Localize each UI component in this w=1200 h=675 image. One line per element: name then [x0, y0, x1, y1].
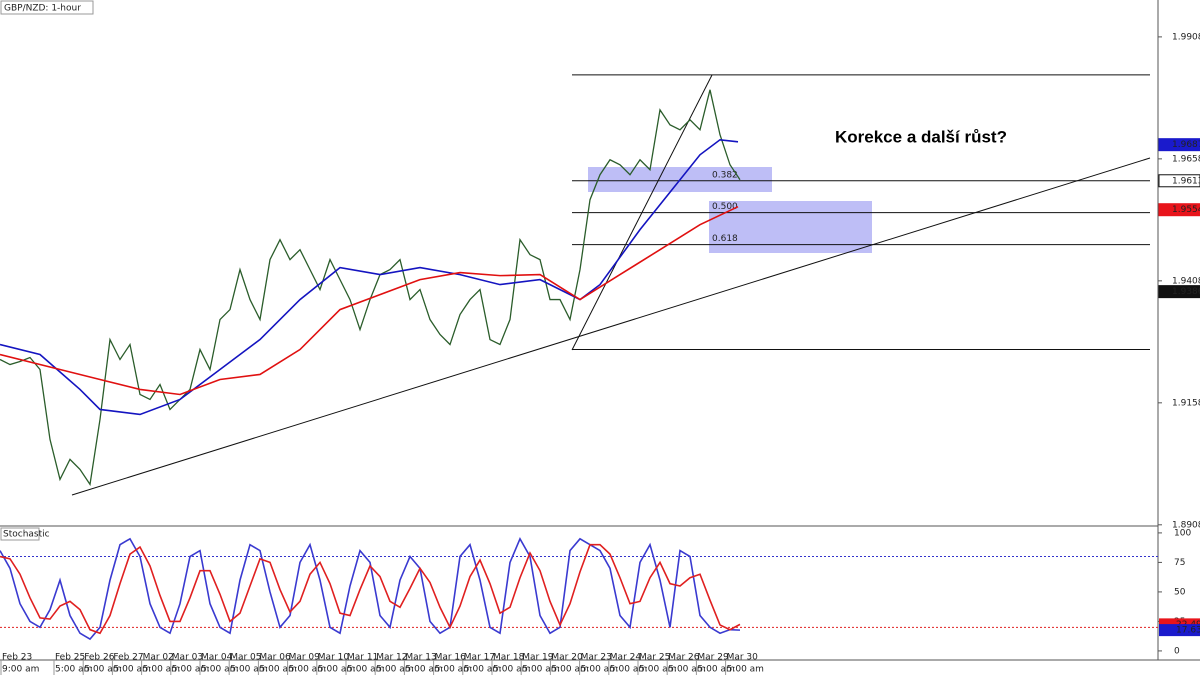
x-tick-time: 5:00 am [639, 665, 676, 675]
x-tick-time: 5:00 am [697, 665, 734, 675]
x-tick-time: 5:00 am [143, 665, 180, 675]
x-tick-time: 5:00 am [84, 665, 121, 675]
x-tick-time: 5:00 am [668, 665, 705, 675]
x-tick-label: Mar 05 [230, 653, 261, 663]
x-tick-time: 5:00 am [464, 665, 501, 675]
x-tick-label: Mar 02 [143, 653, 174, 663]
x-tick-label: Mar 10 [318, 653, 350, 663]
y-tick-label: 1.91584 [1172, 398, 1200, 408]
x-tick-time: 5:00 am [347, 665, 384, 675]
series-line [0, 536, 741, 641]
x-tick-time: 5:00 am [405, 665, 442, 675]
series-line [0, 89, 741, 487]
x-tick-time: 5:00 am [259, 665, 296, 675]
x-tick-label: Feb 23 [2, 653, 32, 663]
y-tick-label: 1.94084 [1172, 276, 1200, 286]
x-tick-label: Mar 06 [259, 653, 291, 663]
x-tick-label: Mar 13 [405, 653, 436, 663]
x-tick-time: 5:00 am [376, 665, 413, 675]
x-tick-label: Feb 27 [113, 653, 143, 663]
pane-title-box [0, 527, 40, 541]
y-tick-label: 100 [1174, 528, 1191, 538]
x-tick-label: Mar 20 [551, 653, 583, 663]
x-tick-label: Mar 11 [347, 653, 378, 663]
x-tick-time: 5:00 am [493, 665, 530, 675]
x-tick-label: Mar 16 [435, 653, 467, 663]
value-marker [1159, 624, 1200, 637]
series-line [0, 138, 739, 416]
x-tick-label: Feb 25 [55, 653, 85, 663]
x-tick-time: 5:00 am [201, 665, 238, 675]
x-tick-time: 5:00 am [55, 665, 92, 675]
x-tick-label: Feb 26 [84, 653, 115, 663]
x-tick-label: Mar 25 [639, 653, 670, 663]
x-tick-label: Mar 26 [668, 653, 700, 663]
x-tick-label: Mar 17 [464, 653, 495, 663]
x-tick-time: 5:00 am [230, 665, 267, 675]
price-marker [1158, 174, 1200, 188]
x-tick-time: 5:00 am [172, 665, 209, 675]
x-tick-time: 5:00 am [435, 665, 472, 675]
x-tick-label: Mar 29 [697, 653, 729, 663]
price-marker [1158, 138, 1200, 152]
x-tick-time: 9:00 am [2, 665, 39, 675]
x-tick-time: 5:00 am [581, 665, 618, 675]
price-marker-label: 1.96875 [1172, 140, 1200, 150]
x-tick-label: Mar 30 [727, 653, 759, 663]
x-tick-label: Mar 09 [289, 653, 321, 663]
x-tick-time: 5:00 am [289, 665, 326, 675]
trend-line [71, 157, 1151, 496]
x-tick-time: 5:00 am [610, 665, 647, 675]
x-tick-label: Mar 18 [493, 653, 525, 663]
x-tick-label: Mar 23 [581, 653, 612, 663]
x-tick-time: 5:00 am [522, 665, 559, 675]
x-tick-label: Mar 03 [172, 653, 203, 663]
x-tick-label: Mar 04 [201, 653, 233, 663]
price-marker [1158, 285, 1200, 299]
fib-label: 0.382 [712, 170, 738, 180]
chart-title: GBP/NZD: 1-hour [4, 4, 81, 14]
price-marker-label: 1.95542 [1172, 205, 1200, 215]
price-marker [1158, 203, 1200, 217]
y-tick-label: 1.99084 [1172, 32, 1200, 42]
pane-title: Stochastic [3, 530, 50, 540]
x-tick-label: Mar 19 [522, 653, 554, 663]
y-tick-label: 1.89084 [1172, 520, 1200, 530]
y-tick-label: 50 [1174, 587, 1186, 597]
fib-label: 0.618 [712, 234, 738, 244]
price-marker-label: 1.93863 [1172, 287, 1200, 297]
y-tick-label: 0 [1174, 646, 1180, 656]
y-tick-label: 1.96584 [1172, 154, 1200, 164]
x-tick-time: 5:00 am [727, 665, 764, 675]
y-tick-label: 75 [1174, 558, 1185, 568]
series-line [0, 543, 741, 635]
annotation: Korekce a další růst? [835, 127, 1007, 146]
x-tick-label: Mar 12 [376, 653, 407, 663]
price-marker-label: 1.96135 [1172, 176, 1200, 186]
x-tick-label: Mar 24 [610, 653, 642, 663]
x-tick-time: 5:00 am [551, 665, 588, 675]
series-line [0, 205, 739, 396]
title-box [0, 0, 94, 15]
fib-label: 0.500 [712, 202, 738, 212]
x-tick-time: 5:00 am [318, 665, 355, 675]
value-marker-label: 17.63 [1176, 626, 1200, 636]
x-tick-time: 5:00 am [113, 665, 150, 675]
